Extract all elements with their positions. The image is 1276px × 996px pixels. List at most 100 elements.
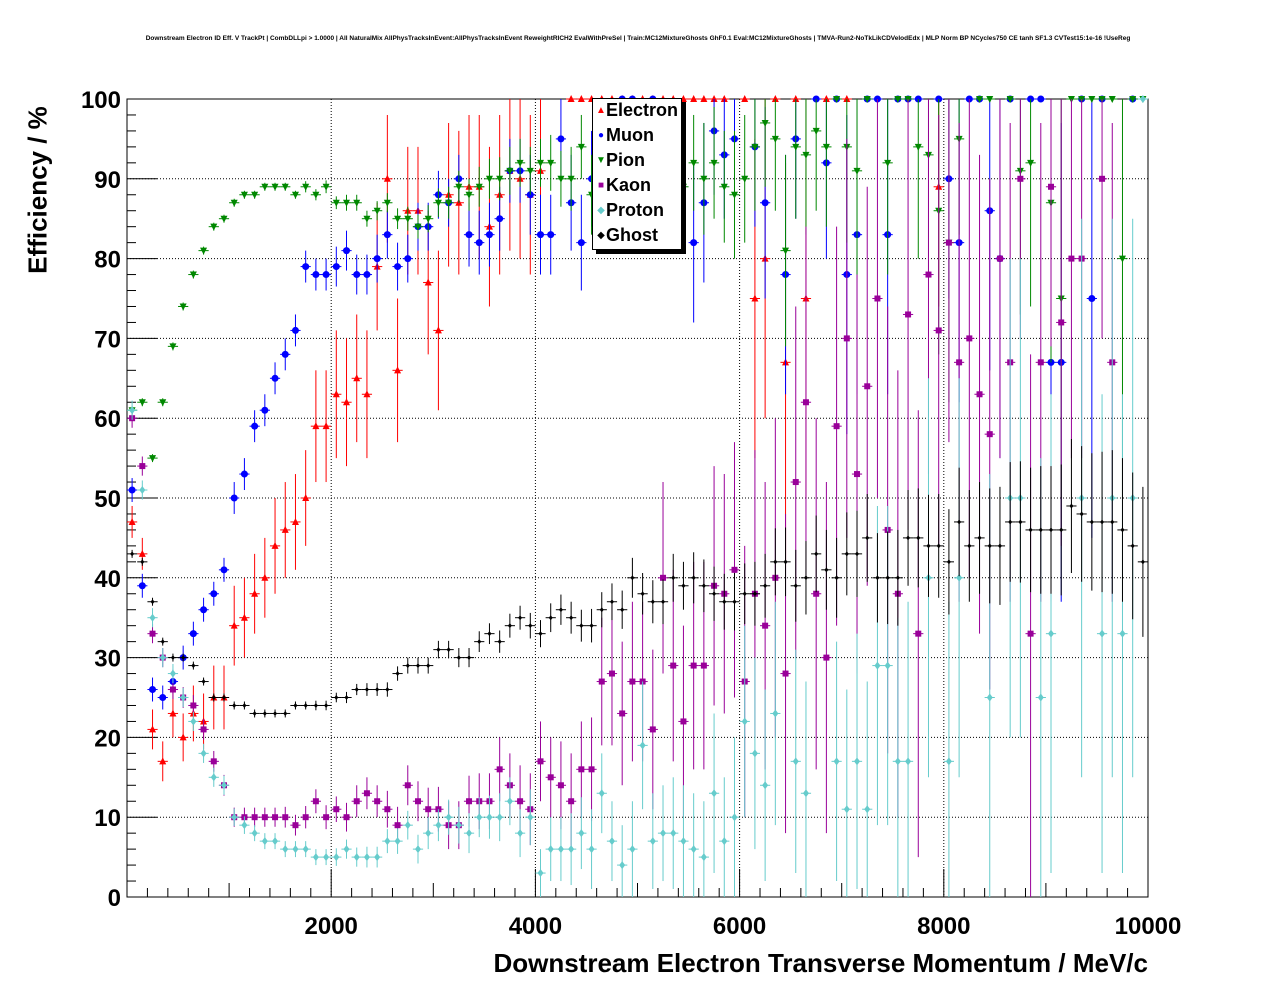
marker — [649, 726, 656, 733]
marker — [1048, 183, 1055, 190]
data-point — [137, 480, 148, 500]
data-point — [463, 648, 475, 668]
marker — [313, 702, 318, 708]
data-point — [412, 657, 424, 674]
marker — [292, 822, 299, 829]
data-point — [504, 146, 515, 195]
marker — [824, 567, 829, 573]
data-point — [443, 640, 454, 659]
marker — [466, 829, 473, 838]
marker — [373, 207, 381, 215]
marker — [906, 535, 911, 541]
marker — [793, 583, 798, 589]
marker — [771, 95, 779, 102]
marker — [476, 813, 483, 822]
marker — [620, 607, 625, 613]
marker — [210, 223, 218, 231]
marker — [251, 422, 259, 430]
data-point — [310, 189, 321, 201]
data-point — [423, 205, 434, 233]
data-point — [372, 785, 383, 818]
marker — [629, 678, 636, 685]
marker — [425, 806, 432, 813]
x-tick-label: 10000 — [1115, 913, 1182, 940]
data-point — [229, 808, 240, 826]
marker — [619, 710, 626, 717]
marker — [425, 829, 432, 838]
data-point — [545, 817, 556, 882]
marker — [241, 821, 248, 830]
marker — [1037, 95, 1045, 103]
marker — [312, 271, 320, 279]
data-point — [127, 400, 138, 420]
data-point — [760, 553, 771, 618]
data-point — [218, 557, 230, 582]
data-point — [606, 801, 618, 882]
marker — [792, 479, 799, 486]
data-point — [749, 657, 761, 850]
data-point — [514, 138, 526, 187]
legend-item-pion: ▼ Pion — [593, 149, 681, 174]
marker — [1089, 519, 1094, 525]
legend: ▲ Electron ● Muon ▼ Pion ■ Kaon ◆ Proton… — [592, 98, 682, 250]
marker — [375, 687, 380, 693]
data-point — [678, 561, 689, 610]
data-point — [984, 488, 995, 604]
marker — [772, 709, 779, 718]
marker — [456, 655, 461, 661]
y-tick-label: 90 — [94, 167, 121, 194]
data-point — [657, 579, 669, 625]
marker — [170, 655, 175, 661]
data-point — [821, 99, 832, 227]
marker — [895, 575, 900, 581]
marker — [128, 486, 136, 494]
data-point — [974, 96, 985, 103]
data-point — [412, 781, 424, 822]
data-point — [269, 807, 281, 827]
marker — [201, 679, 206, 685]
marker — [283, 710, 288, 716]
marker — [496, 813, 503, 822]
data-point — [535, 620, 546, 648]
marker — [281, 350, 289, 358]
marker — [649, 837, 656, 846]
marker — [822, 143, 830, 151]
marker — [670, 829, 677, 838]
data-point — [545, 134, 556, 191]
marker — [343, 398, 351, 406]
marker — [404, 215, 412, 223]
data-point — [320, 849, 332, 866]
marker — [567, 95, 575, 102]
diamond-icon: ◆ — [597, 230, 605, 241]
marker — [261, 837, 268, 846]
data-point — [831, 96, 842, 103]
marker — [210, 773, 217, 782]
data-point — [188, 270, 199, 279]
data-point — [382, 682, 393, 697]
data-point — [147, 597, 158, 606]
data-point — [943, 99, 955, 443]
marker — [874, 661, 881, 670]
data-point — [698, 95, 709, 102]
data-point — [372, 234, 383, 283]
marker — [997, 543, 1002, 549]
data-point — [208, 767, 219, 787]
marker — [700, 853, 707, 862]
marker — [242, 702, 247, 708]
marker — [446, 647, 451, 653]
marker — [415, 663, 420, 669]
marker — [742, 591, 747, 597]
marker — [149, 686, 157, 694]
data-point — [249, 825, 260, 842]
marker — [660, 574, 667, 581]
marker — [986, 693, 993, 702]
data-point — [188, 621, 199, 646]
marker — [332, 390, 340, 398]
data-point — [647, 793, 658, 890]
data-point — [994, 486, 1006, 605]
data-point — [555, 594, 567, 625]
data-point — [300, 806, 311, 829]
data-point — [208, 693, 219, 702]
x-tick-label: 2000 — [305, 913, 358, 940]
